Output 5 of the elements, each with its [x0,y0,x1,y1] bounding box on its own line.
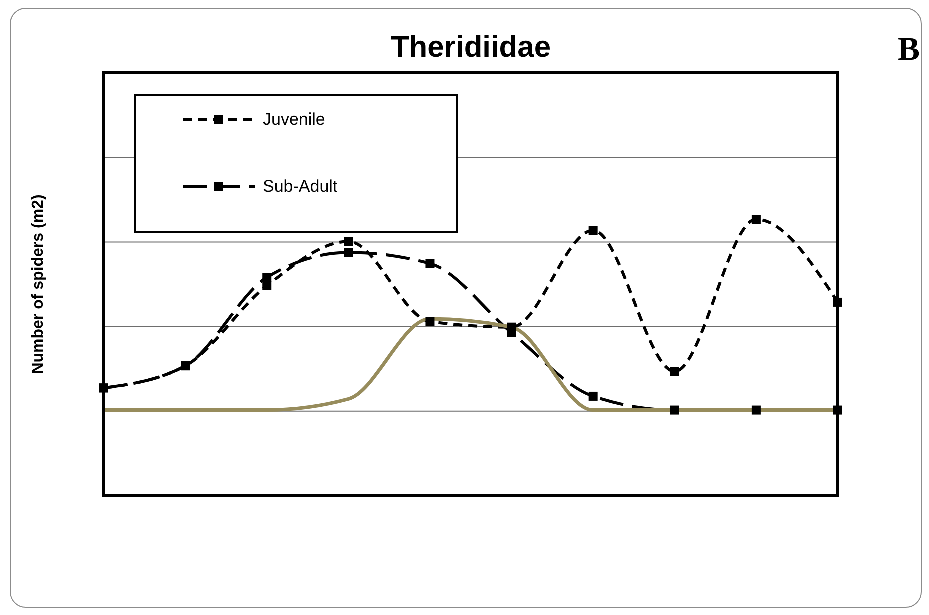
y-axis-title: Number of spiders (m2) [30,194,46,374]
legend-label: Sub-Adult [263,177,338,197]
text: B [898,31,920,70]
chart-title: Theridiidae [390,30,552,66]
legend-label: Juvenile [263,110,326,130]
